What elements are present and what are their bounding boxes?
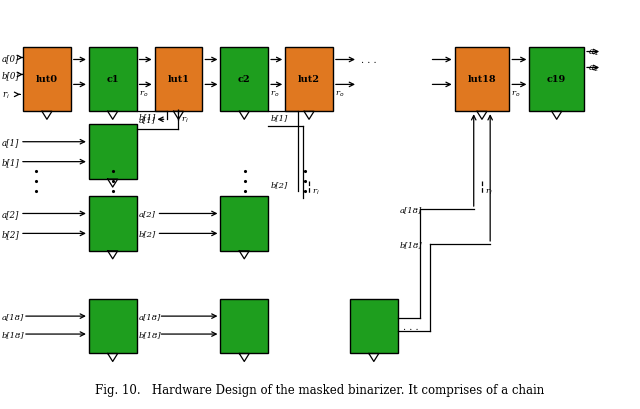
Text: lut0: lut0: [36, 75, 58, 84]
Text: b[18]: b[18]: [400, 240, 422, 248]
Bar: [220, 47, 268, 112]
Text: a$_2$: a$_2$: [588, 63, 599, 74]
Text: r$_o$: r$_o$: [335, 90, 344, 99]
Text: lut2: lut2: [298, 75, 320, 84]
Text: r$_o$: r$_o$: [270, 90, 280, 99]
Text: b[18]: b[18]: [139, 330, 161, 338]
Bar: [529, 47, 584, 112]
Bar: [89, 299, 136, 354]
Bar: [23, 47, 71, 112]
Text: b[1]: b[1]: [139, 113, 156, 121]
Text: r$_o$: r$_o$: [139, 90, 148, 99]
Text: r$_i$: r$_i$: [485, 187, 493, 196]
Text: c1: c1: [106, 75, 119, 84]
Text: a[2]: a[2]: [2, 209, 19, 218]
Text: b[18]: b[18]: [2, 330, 25, 338]
Text: b[2]: b[2]: [270, 181, 287, 189]
Text: r$_i$: r$_i$: [182, 115, 189, 125]
Text: a$_1$: a$_1$: [588, 47, 599, 58]
Bar: [454, 47, 509, 112]
Bar: [220, 299, 268, 354]
Text: . . .: . . .: [361, 56, 376, 65]
Bar: [220, 197, 268, 251]
Text: b[1]: b[1]: [270, 114, 287, 122]
Text: b[2]: b[2]: [139, 230, 156, 238]
Bar: [350, 299, 397, 354]
Text: a[18]: a[18]: [400, 205, 422, 213]
Text: a[1]: a[1]: [139, 116, 156, 124]
Text: b[0]: b[0]: [2, 71, 20, 80]
Text: r$_i$: r$_i$: [312, 187, 320, 196]
Text: c2: c2: [238, 75, 251, 84]
Text: a[1]: a[1]: [2, 138, 19, 147]
Text: . . .: . . .: [403, 322, 419, 331]
Bar: [89, 197, 136, 251]
Text: c19: c19: [547, 75, 566, 84]
Text: Fig. 10.   Hardware Design of the masked binarizer. It comprises of a chain: Fig. 10. Hardware Design of the masked b…: [95, 383, 545, 396]
Text: r$_i$: r$_i$: [2, 90, 10, 100]
Text: b[2]: b[2]: [2, 229, 20, 238]
Bar: [285, 47, 333, 112]
Text: a[18]: a[18]: [2, 312, 24, 320]
Text: r$_o$: r$_o$: [511, 90, 521, 99]
Text: a[2]: a[2]: [139, 210, 156, 218]
Bar: [89, 47, 136, 112]
Text: b[1]: b[1]: [2, 158, 20, 167]
Text: a[18]: a[18]: [139, 312, 161, 320]
Bar: [155, 47, 202, 112]
Text: lut1: lut1: [168, 75, 189, 84]
Text: a[0]: a[0]: [2, 54, 19, 63]
Text: lut18: lut18: [468, 75, 496, 84]
Bar: [89, 125, 136, 180]
